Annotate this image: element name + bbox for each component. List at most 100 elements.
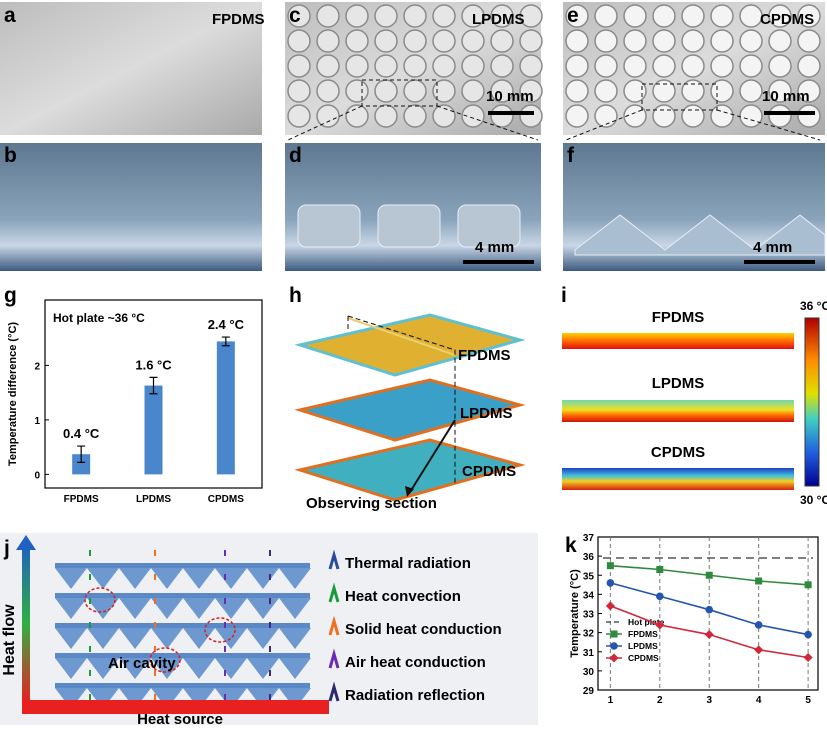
y-tick-label: 2 [34, 361, 40, 372]
panel-letter: d [289, 144, 302, 167]
cavity [316, 54, 340, 78]
cavity [623, 54, 647, 78]
annotation: Observing section [306, 495, 437, 512]
legend-marker [610, 630, 618, 638]
cavity [403, 79, 427, 103]
cavity [565, 79, 589, 103]
point [803, 652, 813, 662]
temperature-maps [562, 317, 820, 490]
y-axis-label: Temperature difference (°C) [7, 322, 19, 467]
cone [87, 658, 119, 679]
legend-label: Thermal radiation [345, 555, 471, 572]
x-tick-label: 4 [756, 695, 762, 706]
cavity [710, 79, 734, 103]
legend-label: Hot plate [628, 617, 665, 627]
cavity [345, 29, 369, 53]
legend-label: LPDMS [628, 641, 658, 651]
cone [87, 688, 119, 709]
cavity [316, 4, 340, 28]
bar [144, 385, 163, 475]
colorbar-label: 30 °C [800, 493, 827, 507]
cavity [565, 29, 589, 53]
point [705, 571, 713, 579]
annotation: Air cavity [108, 655, 176, 672]
cavity [490, 29, 514, 53]
bar-chart: 0 1 2 Temperature difference (°C) Hot plate … [7, 299, 263, 505]
panel-letter: g [4, 284, 17, 307]
scale-bars [463, 111, 815, 264]
cavity [432, 79, 456, 103]
value-label: 0.4 °C [63, 426, 100, 441]
y-tick-label: 33 [583, 610, 595, 621]
cavity [316, 104, 340, 128]
cavity [739, 4, 763, 28]
layer [55, 623, 310, 628]
cone [151, 658, 183, 679]
cavity [519, 79, 543, 103]
legend-symbol [328, 615, 340, 636]
cavity [461, 54, 485, 78]
map-label: LPDMS [652, 375, 705, 392]
cone [247, 568, 279, 589]
layer-stack [294, 313, 526, 502]
cone [151, 688, 183, 709]
panel-letter: a [4, 4, 16, 27]
point [656, 566, 664, 574]
cavity [652, 54, 676, 78]
value-label: 2.4 °C [208, 317, 245, 332]
point [655, 620, 665, 630]
point [605, 601, 615, 611]
zoom-line [436, 105, 539, 141]
cone [119, 598, 151, 619]
cavity-rows [55, 548, 311, 709]
bar [72, 454, 91, 475]
cavity [565, 4, 589, 28]
layer [294, 313, 526, 377]
cavity [623, 4, 647, 28]
cone [55, 568, 87, 589]
cone [151, 598, 183, 619]
flow-arrow [22, 545, 30, 702]
cavity [461, 4, 485, 28]
plot-frame [44, 299, 263, 489]
legend: Thermal radiation Heat convection Solid he… [328, 549, 502, 704]
cavity [519, 104, 543, 128]
bar [216, 341, 235, 475]
cavity [710, 104, 734, 128]
map-label: FPDMS [652, 309, 705, 326]
cone [279, 688, 311, 709]
cavity [797, 54, 821, 78]
x-tick-label: 3 [706, 695, 712, 706]
cavity [623, 29, 647, 53]
cavity [739, 104, 763, 128]
x-tick-label: FPDMS [64, 494, 99, 505]
arrowhead [16, 535, 36, 550]
cavity [432, 54, 456, 78]
cavity [490, 4, 514, 28]
legend-marker [610, 642, 618, 650]
cavity [652, 29, 676, 53]
cavity [594, 29, 618, 53]
cone [279, 598, 311, 619]
cavity [739, 54, 763, 78]
panel-letter: f [567, 144, 575, 167]
layer-label: CPDMS [462, 463, 516, 480]
cone [55, 628, 87, 649]
cone [279, 568, 311, 589]
cavity [594, 79, 618, 103]
cavity [403, 4, 427, 28]
y-tick-label: 36 [583, 552, 595, 563]
layer-label: FPDMS [458, 347, 511, 364]
map-label: CPDMS [651, 444, 705, 461]
error-bar [77, 445, 86, 463]
cavity [681, 54, 705, 78]
cavity [652, 104, 676, 128]
cone [215, 688, 247, 709]
groove [347, 317, 456, 356]
cavity [461, 79, 485, 103]
cone [119, 628, 151, 649]
map [562, 400, 794, 422]
colorbar [804, 317, 820, 487]
